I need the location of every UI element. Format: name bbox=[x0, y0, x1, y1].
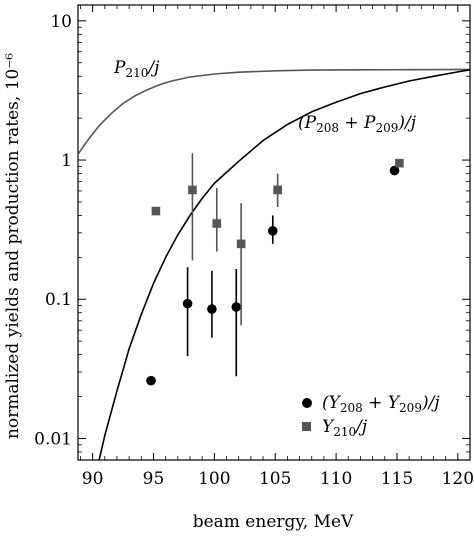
y-tick-label: 0.01 bbox=[34, 429, 72, 449]
data-point-square bbox=[273, 185, 282, 195]
y-tick-label: 1 bbox=[61, 151, 72, 171]
x-tick-label: 105 bbox=[259, 469, 291, 489]
legend-square-label: Y210/j bbox=[322, 417, 368, 439]
legend-circle-label: (Y208 + Y209)/j bbox=[322, 393, 440, 415]
legend-square-marker bbox=[302, 422, 311, 431]
legend-circle-marker bbox=[302, 398, 312, 408]
data-point-square bbox=[212, 219, 222, 228]
x-axis-label: beam energy, MeV bbox=[193, 512, 354, 532]
y-tick-label: 0.1 bbox=[45, 290, 72, 310]
data-point-circle bbox=[389, 165, 400, 176]
data-point-square bbox=[188, 185, 197, 195]
curve-label-p208-p209: (P208 + P209)/j bbox=[298, 113, 417, 135]
data-point-circle bbox=[182, 298, 193, 309]
data-point-circle bbox=[267, 226, 278, 236]
y-tick-label: 10 bbox=[50, 12, 72, 32]
data-point-circle bbox=[231, 302, 242, 312]
curve-p208-p209 bbox=[98, 69, 470, 460]
data-point-circle bbox=[146, 375, 156, 386]
data-point-circle bbox=[207, 304, 217, 314]
data-markers bbox=[146, 153, 404, 386]
x-tick-label: 110 bbox=[320, 469, 352, 489]
x-tick-label: 90 bbox=[82, 469, 104, 489]
curves-clip-group bbox=[78, 68, 470, 460]
curves bbox=[78, 68, 470, 460]
data-point-square bbox=[151, 206, 161, 216]
y-axis-label: normalized yields and production rates, … bbox=[3, 53, 23, 439]
data-point-square bbox=[395, 158, 404, 168]
data-point-square bbox=[236, 239, 246, 249]
x-tick-label: 95 bbox=[143, 469, 165, 489]
curve-label-p210: P210/j bbox=[113, 58, 160, 80]
x-tick-label: 100 bbox=[198, 469, 230, 489]
curve-p210 bbox=[78, 68, 470, 155]
x-tick-label: 115 bbox=[381, 469, 413, 489]
x-tick-label: 120 bbox=[442, 469, 474, 489]
